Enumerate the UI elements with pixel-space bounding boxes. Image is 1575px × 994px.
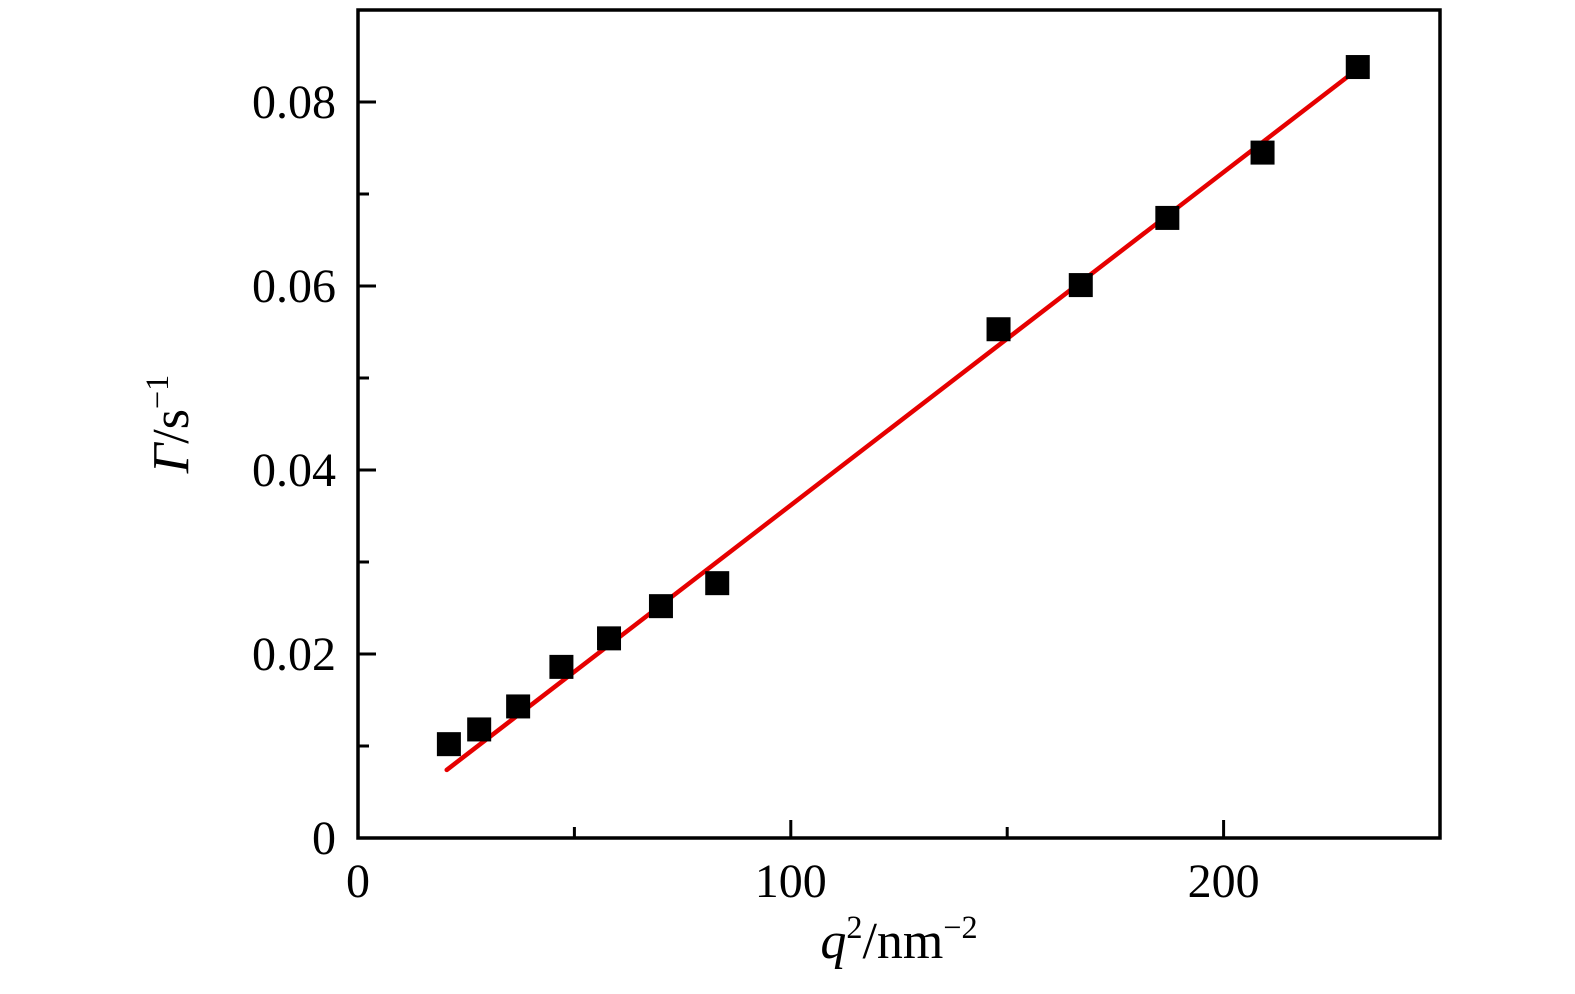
y-tick-label: 0.06 [252, 260, 336, 313]
x-axis-variable-exponent: 2 [846, 909, 863, 946]
x-tick-label: 100 [755, 855, 827, 908]
y-tick-label: 0.02 [252, 628, 336, 681]
measured-data-point-marker [986, 317, 1011, 342]
x-axis-unit-exponent: −2 [943, 909, 978, 946]
measured-data-point-marker [1068, 273, 1093, 298]
y-axis-divider: / [143, 429, 200, 444]
y-axis-variable: Γ [143, 443, 200, 474]
x-axis-unit: nm [876, 913, 944, 970]
measured-data-point-marker [1345, 55, 1370, 80]
x-axis-title: q2/nm−2 [820, 911, 977, 970]
y-axis-title: Γ/s−1 [139, 375, 200, 474]
measured-data-point-marker [549, 654, 574, 679]
y-axis-unit-exponent: −1 [139, 374, 176, 409]
y-axis-unit: s [143, 409, 200, 430]
y-tick-label: 0.04 [252, 444, 336, 497]
y-tick-label: 0.08 [252, 76, 336, 129]
y-tick-label: 0 [312, 812, 336, 865]
x-tick-label: 0 [346, 855, 370, 908]
linear-fit-line [444, 73, 1351, 773]
measured-data-point-marker [436, 732, 461, 757]
measured-data-point-marker [648, 594, 673, 619]
x-axis-variable: q [820, 913, 847, 970]
measured-data-point-marker [506, 694, 531, 719]
x-tick-label: 200 [1188, 855, 1260, 908]
measured-data-point-marker [1155, 205, 1180, 230]
measured-data-point-marker [705, 571, 730, 596]
x-axis-divider: / [862, 913, 877, 970]
measured-data-point-marker [1250, 140, 1275, 165]
measured-data-point-marker [467, 717, 492, 742]
measured-data-point-marker [597, 626, 622, 651]
plot-border [356, 8, 1442, 840]
